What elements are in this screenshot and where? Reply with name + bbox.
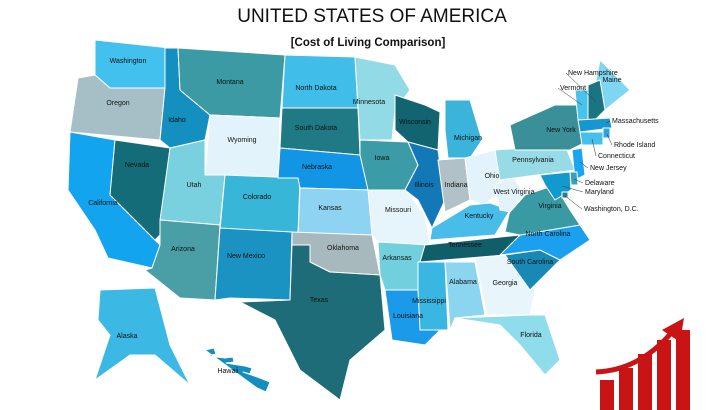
- state-label: Tennessee: [448, 242, 482, 249]
- state-label: Oklahoma: [327, 245, 359, 252]
- state-label: Alaska: [116, 333, 137, 340]
- state-label: Alabama: [449, 279, 477, 286]
- icon-bar: [657, 340, 671, 410]
- subtitle: [Cost of Living Comparison]: [291, 37, 446, 49]
- leader-line: [565, 72, 597, 103]
- icon-arrowhead: [662, 318, 684, 342]
- state: [444, 99, 483, 159]
- leader-line: [573, 178, 584, 184]
- state-label: Rhode Island: [614, 142, 655, 149]
- leader-line: [579, 161, 589, 169]
- state-label: Florida: [520, 332, 542, 339]
- state: [404, 141, 446, 229]
- state-label: Minnesota: [353, 99, 385, 106]
- labels: Washington Oregon California Nevada Idaho Mon…: [88, 58, 659, 375]
- state: [239, 244, 386, 401]
- state-label: Texas: [310, 297, 329, 304]
- state: [602, 127, 611, 139]
- state-label: Idaho: [168, 117, 186, 124]
- state-label: New Hampshire: [568, 70, 618, 77]
- state-label: Ohio: [485, 173, 500, 180]
- state: [561, 191, 569, 199]
- state-label: Georgia: [493, 280, 518, 287]
- icon-bar: [676, 330, 690, 410]
- state: [204, 114, 281, 181]
- state: [219, 174, 301, 236]
- state: [454, 314, 561, 376]
- state-label: South Dakota: [295, 125, 338, 132]
- state-label: Pennsylvania: [512, 157, 554, 164]
- state: [214, 227, 293, 301]
- icon-bar: [619, 368, 633, 410]
- icon-bar: [638, 354, 652, 410]
- state-label: Maine: [602, 77, 621, 84]
- state-label: Maryland: [585, 189, 614, 196]
- state-label: Connecticut: [598, 153, 635, 160]
- state-label: Wisconsin: [399, 119, 431, 126]
- leader-line: [606, 133, 613, 146]
- state-label: Washington: [110, 58, 147, 65]
- state-label: Hawaii: [217, 368, 238, 375]
- leader-line: [605, 120, 611, 124]
- state-label: Michigan: [454, 135, 482, 142]
- state-label: South Carolina: [507, 259, 553, 266]
- state: [354, 56, 411, 141]
- state: [579, 131, 604, 146]
- state: [569, 171, 579, 186]
- state: [109, 139, 171, 241]
- state: [204, 347, 271, 393]
- state-label: North Dakota: [295, 85, 336, 92]
- title: UNITED STATES OF AMERICA: [237, 6, 507, 27]
- state-label: Mississippi: [412, 298, 446, 305]
- states: [67, 39, 631, 401]
- state-label: New York: [546, 127, 576, 134]
- state-label: Kansas: [318, 205, 342, 212]
- icon-bar: [600, 380, 614, 410]
- state-label: Arkansas: [382, 255, 412, 262]
- state-label: Illinois: [414, 182, 434, 189]
- state-label: Montana: [216, 79, 243, 86]
- state: [94, 287, 191, 386]
- state-label: Indiana: [445, 182, 468, 189]
- state-label: New Jersey: [590, 165, 627, 172]
- growth-icon: [595, 318, 690, 410]
- state-label: Missouri: [385, 207, 412, 214]
- state-label: Virginia: [538, 203, 561, 210]
- state-label: Arizona: [171, 246, 195, 253]
- state-label: Vermont: [560, 85, 586, 92]
- state-label: Nebraska: [302, 164, 332, 171]
- state-label: Wyoming: [227, 137, 256, 144]
- state: [417, 261, 449, 331]
- state-label: Massachusetts: [612, 118, 659, 125]
- state: [429, 202, 511, 241]
- state-label: Iowa: [375, 155, 390, 162]
- state: [281, 54, 359, 109]
- state-label: New Mexico: [227, 253, 265, 260]
- leader-line: [591, 138, 597, 157]
- state-label: Oregon: [106, 100, 129, 107]
- leader-line: [561, 185, 584, 193]
- state-label: Colorado: [243, 194, 272, 201]
- state-label: Utah: [187, 182, 202, 189]
- state-label: Delaware: [585, 180, 615, 187]
- leader-line: [564, 195, 583, 210]
- leader-line: [557, 87, 583, 106]
- state-label: Kentucky: [465, 213, 494, 220]
- state-label: California: [88, 200, 118, 207]
- state-label: West Virginia: [494, 189, 535, 196]
- state-label: North Carolina: [525, 231, 570, 238]
- state-label: Louisiana: [393, 313, 423, 320]
- icon-arrow: [595, 330, 674, 375]
- state: [464, 149, 506, 206]
- state-label: Washington, D.C.: [584, 206, 639, 213]
- state-label: Nevada: [125, 162, 149, 169]
